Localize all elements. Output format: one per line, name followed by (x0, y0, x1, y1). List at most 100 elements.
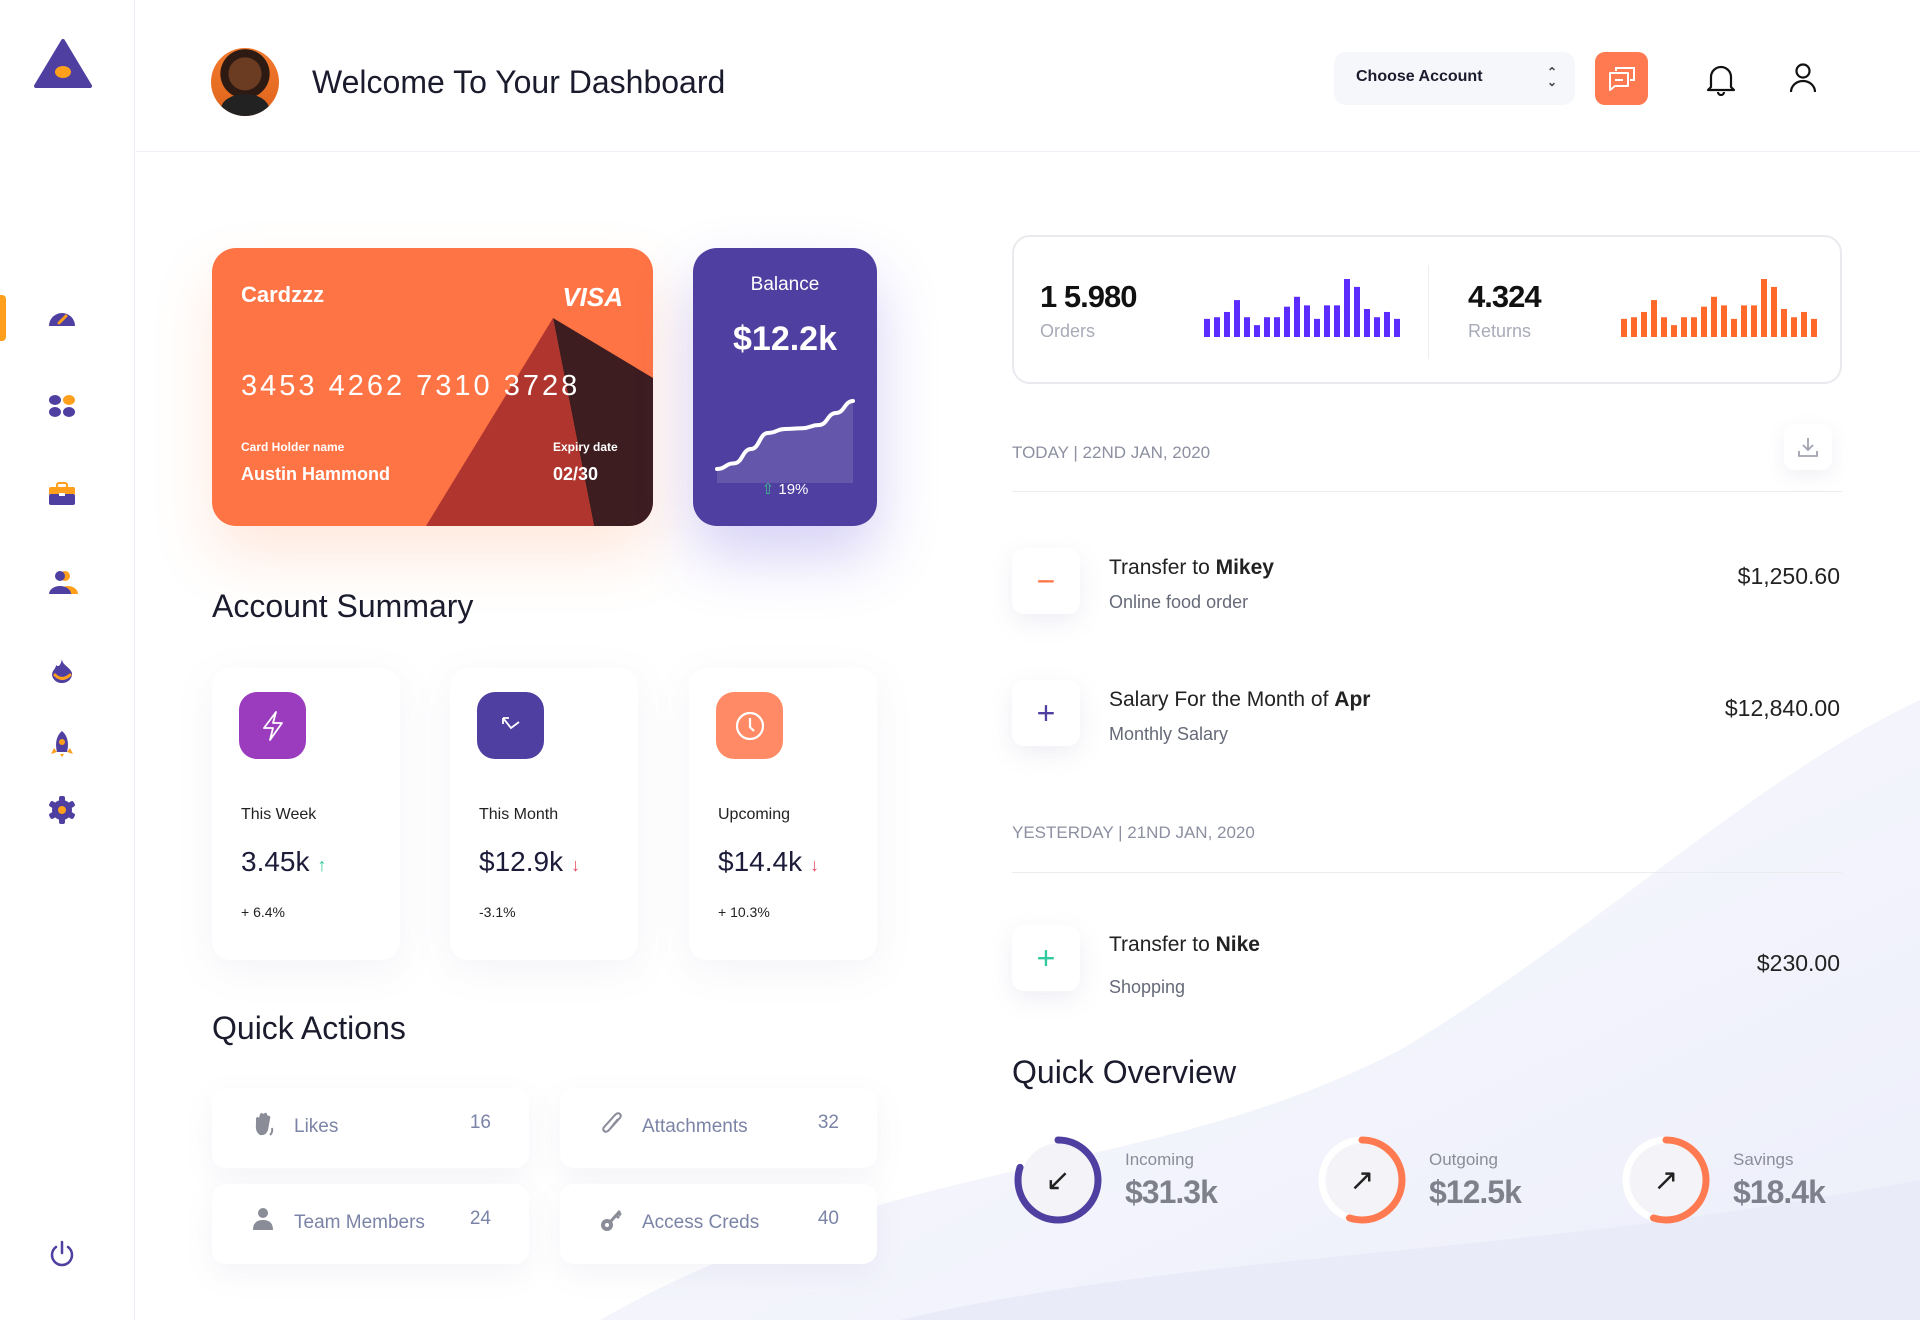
choose-account-label: Choose Account (1356, 68, 1483, 85)
chat-icon (1608, 66, 1635, 91)
ring-progress (1318, 1136, 1406, 1224)
bar (1214, 317, 1220, 337)
overview-ring: ↗ (1318, 1136, 1406, 1224)
download-button[interactable] (1784, 424, 1832, 470)
arrow-down-icon: ↓ (571, 855, 581, 875)
summary-card[interactable]: This Week 3.45k ↑ + 6.4% (212, 668, 400, 960)
bar (1274, 317, 1280, 337)
bar (1294, 296, 1300, 337)
paperclip-icon (598, 1110, 626, 1144)
active-indicator (0, 295, 6, 341)
arrow-up-icon: ↑ (317, 855, 327, 875)
summary-label: Upcoming (718, 806, 791, 823)
fire-icon[interactable] (46, 655, 78, 687)
quick-action-attachments[interactable]: Attachments 32 (560, 1088, 877, 1168)
bar (1631, 317, 1637, 337)
quick-action-count: 24 (469, 1208, 491, 1229)
bar (1801, 311, 1807, 337)
user-icon[interactable] (1788, 62, 1818, 94)
ring-progress (1622, 1136, 1710, 1224)
bar (1731, 318, 1737, 337)
transaction-title-prefix: Salary For the Month of (1109, 688, 1335, 711)
bar (1761, 279, 1767, 337)
bar (1771, 286, 1777, 337)
bar (1741, 305, 1747, 337)
bell-icon[interactable] (1705, 62, 1737, 96)
quick-action-access-creds[interactable]: Access Creds 40 (560, 1184, 877, 1264)
bar (1711, 296, 1717, 337)
plus-icon[interactable]: + (1012, 680, 1080, 746)
summary-change: -3.1% (479, 904, 516, 920)
quick-action-count: 40 (817, 1208, 839, 1229)
account-summary-title: Account Summary (212, 588, 474, 624)
summary-card[interactable]: Upcoming $14.4k ↓ + 10.3% (689, 668, 877, 960)
summary-label: This Month (479, 806, 559, 823)
summary-value: $14.4k (718, 846, 803, 877)
bar (1701, 306, 1707, 337)
bar (1334, 305, 1340, 337)
overview-label: Outgoing (1429, 1150, 1498, 1169)
rocket-icon[interactable] (46, 728, 78, 760)
users-icon[interactable] (46, 566, 78, 598)
summary-card[interactable]: This Month $12.9k ↓ -3.1% (450, 668, 638, 960)
page-title: Welcome To Your Dashboard (312, 64, 726, 100)
credit-card[interactable]: Cardzzz VISA 3453 4262 7310 3728 Card Ho… (212, 248, 653, 526)
overview-label: Savings (1733, 1150, 1794, 1169)
chevron-updown-icon: ⌃ ⌄ (1546, 65, 1557, 89)
bar (1254, 325, 1260, 337)
divider (1428, 265, 1429, 359)
minus-icon[interactable]: − (1012, 548, 1080, 614)
quick-overview-title: Quick Overview (1012, 1054, 1237, 1090)
messages-button[interactable] (1595, 52, 1648, 105)
bar (1621, 318, 1627, 337)
balance-card[interactable]: Balance $12.2k ⇧ 19% (693, 248, 877, 526)
apps-grid-icon[interactable] (46, 390, 78, 422)
quick-action-label: Attachments (642, 1116, 748, 1137)
briefcase-icon[interactable] (46, 478, 78, 510)
quick-action-team-members[interactable]: Team Members 24 (212, 1184, 529, 1264)
bar (1304, 305, 1310, 337)
bar (1661, 317, 1667, 337)
arrow-down-left-icon: ↙ (1045, 1164, 1070, 1197)
divider (1012, 491, 1842, 492)
transaction-title-prefix: Transfer to (1109, 556, 1216, 579)
summary-change: + 10.3% (718, 904, 770, 920)
logo-icon (34, 39, 92, 88)
bar (1781, 308, 1787, 337)
card-pattern (426, 318, 653, 526)
clock-icon (716, 692, 783, 759)
returns-value: 4.324 (1468, 279, 1542, 314)
quick-action-label: Team Members (294, 1212, 425, 1233)
overview-ring: ↗ (1622, 1136, 1710, 1224)
bar (1641, 311, 1647, 337)
transaction-title-prefix: Transfer to (1109, 933, 1216, 956)
person-icon (250, 1206, 276, 1238)
quick-actions-title: Quick Actions (212, 1010, 406, 1046)
clap-hands-icon (250, 1110, 278, 1144)
transaction-title: Salary For the Month of Apr (1109, 688, 1370, 712)
balance-change: 19% (778, 481, 809, 498)
dashboard-gauge-icon[interactable] (46, 302, 78, 334)
settings-gear-icon[interactable] (46, 794, 78, 826)
plus-icon[interactable]: + (1012, 925, 1080, 991)
bar (1811, 318, 1817, 337)
power-icon[interactable] (46, 1238, 78, 1270)
returns-label: Returns (1468, 321, 1532, 341)
bar (1364, 308, 1370, 337)
arrows-icon (477, 692, 544, 759)
bar (1394, 318, 1400, 337)
quick-action-label: Likes (294, 1116, 339, 1137)
orders-bar-chart (1204, 279, 1400, 337)
bar (1324, 305, 1330, 337)
quick-action-likes[interactable]: Likes 16 (212, 1088, 529, 1168)
avatar[interactable] (211, 48, 279, 116)
bar (1374, 317, 1380, 337)
ring-progress (1014, 1136, 1102, 1224)
orders-value: 1 5.980 (1040, 279, 1137, 314)
arrow-up-right-icon: ↗ (1349, 1164, 1374, 1197)
summary-label: This Week (241, 806, 317, 823)
bar (1691, 317, 1697, 337)
date-header-yesterday: YESTERDAY | 21ND JAN, 2020 (1012, 823, 1255, 842)
choose-account-select[interactable]: Choose Account ⌃ ⌄ (1334, 52, 1575, 105)
